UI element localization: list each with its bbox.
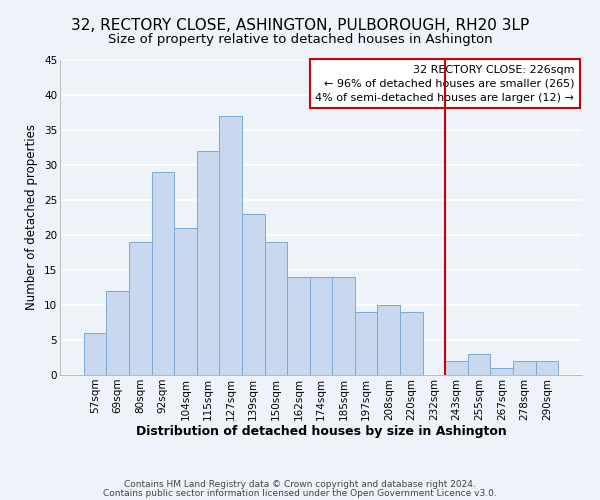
- Bar: [197, 151, 220, 375]
- Bar: [220, 116, 242, 375]
- Bar: [536, 361, 558, 375]
- Bar: [129, 242, 152, 375]
- Bar: [332, 277, 355, 375]
- Text: 32, RECTORY CLOSE, ASHINGTON, PULBOROUGH, RH20 3LP: 32, RECTORY CLOSE, ASHINGTON, PULBOROUGH…: [71, 18, 529, 32]
- Bar: [242, 214, 265, 375]
- Bar: [152, 172, 174, 375]
- Bar: [355, 312, 377, 375]
- Bar: [310, 277, 332, 375]
- Text: Contains public sector information licensed under the Open Government Licence v3: Contains public sector information licen…: [103, 488, 497, 498]
- Bar: [490, 368, 513, 375]
- Bar: [287, 277, 310, 375]
- Bar: [265, 242, 287, 375]
- Bar: [106, 291, 129, 375]
- Bar: [84, 333, 106, 375]
- Text: Contains HM Land Registry data © Crown copyright and database right 2024.: Contains HM Land Registry data © Crown c…: [124, 480, 476, 489]
- Y-axis label: Number of detached properties: Number of detached properties: [25, 124, 38, 310]
- Bar: [377, 305, 400, 375]
- Bar: [400, 312, 422, 375]
- Bar: [445, 361, 468, 375]
- X-axis label: Distribution of detached houses by size in Ashington: Distribution of detached houses by size …: [136, 426, 506, 438]
- Bar: [468, 354, 490, 375]
- Bar: [513, 361, 536, 375]
- Text: 32 RECTORY CLOSE: 226sqm
← 96% of detached houses are smaller (265)
4% of semi-d: 32 RECTORY CLOSE: 226sqm ← 96% of detach…: [315, 64, 574, 102]
- Text: Size of property relative to detached houses in Ashington: Size of property relative to detached ho…: [107, 32, 493, 46]
- Bar: [174, 228, 197, 375]
